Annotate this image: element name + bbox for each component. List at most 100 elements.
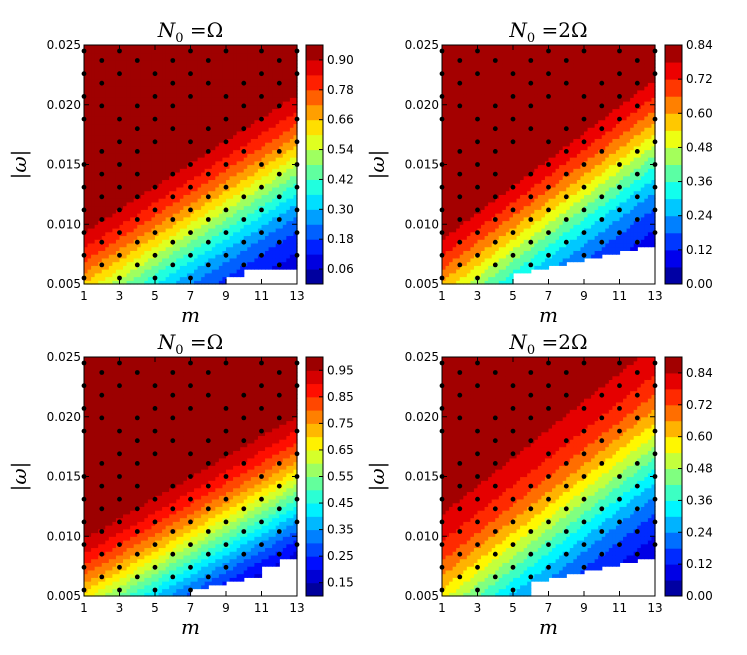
contour-cell — [190, 186, 195, 192]
contour-cell — [243, 175, 248, 181]
contour-cell — [91, 239, 96, 244]
contour-cell — [481, 209, 486, 214]
contour-cell — [162, 119, 167, 125]
contour-cell — [151, 246, 156, 251]
contour-cell — [183, 74, 188, 80]
contour-cell — [289, 257, 295, 263]
contour-cell — [144, 224, 149, 229]
contour-cell — [183, 235, 188, 240]
contour-cell — [286, 205, 291, 210]
contour-cell — [247, 82, 252, 87]
contour-cell — [466, 269, 471, 274]
contour-cell — [236, 198, 241, 203]
contour-cell — [194, 231, 199, 237]
contour-cell — [289, 48, 295, 54]
contour-cell — [275, 56, 280, 61]
contour-cell — [250, 261, 255, 266]
contour-cell — [84, 108, 89, 113]
contour-cell — [268, 190, 273, 195]
contour-cell — [201, 246, 206, 251]
contour-cell — [147, 198, 153, 203]
contour-cell — [123, 205, 128, 210]
contour-cell — [147, 186, 153, 192]
contour-cell — [105, 194, 110, 199]
contour-cell — [208, 164, 213, 169]
contour-cell — [442, 272, 447, 278]
contour-cell — [94, 97, 99, 102]
contour-cell — [130, 254, 135, 259]
contour-cell — [172, 227, 177, 233]
contour-cell — [211, 123, 216, 128]
contour-cell — [222, 171, 227, 177]
contour-cell — [147, 239, 153, 244]
contour-cell — [169, 231, 174, 237]
contour-cell — [247, 179, 252, 184]
contour-cell — [247, 127, 252, 132]
contour-cell — [236, 67, 241, 72]
contour-cell — [452, 209, 457, 214]
contour-cell — [147, 250, 153, 255]
contour-cell — [204, 175, 209, 181]
contour-cell — [108, 198, 113, 203]
contour-cell — [268, 171, 273, 177]
contour-cell — [183, 216, 188, 222]
contour-cell — [172, 205, 177, 210]
contour-cell — [112, 56, 117, 61]
contour-cell — [484, 59, 489, 65]
contour-cell — [201, 104, 206, 110]
contour-cell — [183, 276, 188, 281]
contour-cell — [466, 213, 471, 218]
contour-cell — [211, 257, 216, 263]
contour-cell — [459, 74, 464, 80]
contour-cell — [84, 104, 89, 110]
contour-cell — [197, 112, 202, 117]
contour-cell — [194, 153, 199, 158]
contour-cell — [222, 134, 227, 139]
contour-cell — [286, 239, 291, 244]
contour-cell — [91, 101, 96, 106]
contour-cell — [105, 198, 110, 203]
contour-cell — [115, 168, 121, 173]
contour-cell — [289, 63, 295, 68]
contour-cell — [484, 179, 489, 184]
contour-cell — [151, 130, 156, 136]
contour-cell — [286, 78, 291, 83]
sample-point — [117, 230, 122, 236]
contour-cell — [477, 164, 482, 169]
contour-cell — [254, 74, 259, 80]
contour-cell — [179, 63, 184, 68]
contour-cell — [229, 89, 234, 95]
contour-cell — [226, 261, 231, 266]
contour-cell — [183, 93, 188, 98]
contour-cell — [94, 257, 99, 263]
contour-cell — [442, 123, 447, 128]
colorbar-segment — [306, 45, 323, 61]
contour-cell — [172, 198, 177, 203]
contour-cell — [459, 276, 464, 281]
contour-cell — [452, 123, 457, 128]
contour-cell — [183, 201, 188, 207]
contour-cell — [119, 280, 124, 285]
contour-cell — [172, 160, 177, 166]
contour-cell — [130, 67, 135, 72]
contour-cell — [250, 89, 255, 95]
contour-cell — [481, 168, 486, 173]
contour-cell — [215, 216, 220, 222]
contour-cell — [229, 224, 234, 229]
contour-cell — [484, 194, 489, 199]
contour-cell — [186, 168, 192, 173]
contour-cell — [211, 112, 216, 117]
contour-cell — [119, 52, 124, 57]
contour-cell — [91, 201, 96, 207]
contour-cell — [147, 190, 153, 195]
contour-cell — [470, 269, 475, 274]
contour-cell — [272, 138, 277, 143]
contour-cell — [208, 142, 213, 147]
contour-cell — [84, 239, 89, 244]
contour-cell — [445, 115, 450, 121]
contour-cell — [279, 112, 284, 117]
contour-cell — [254, 216, 259, 222]
contour-cell — [144, 198, 149, 203]
contour-cell — [87, 138, 92, 143]
contour-cell — [215, 115, 220, 121]
